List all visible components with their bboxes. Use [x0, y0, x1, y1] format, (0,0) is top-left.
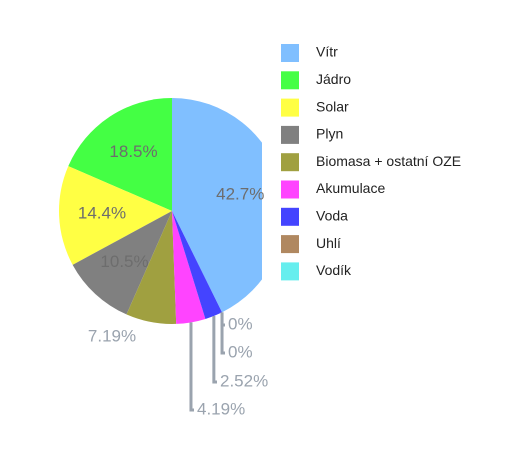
data-label: 4.19%: [197, 399, 245, 418]
pie-slice: [68, 98, 172, 211]
legend-swatch: [281, 207, 299, 226]
legend-swatch: [281, 98, 299, 117]
pie-slice: [172, 98, 262, 313]
data-label: 14.4%: [78, 204, 126, 223]
legend-label: Solar: [316, 98, 349, 114]
legend-swatch: [281, 71, 299, 90]
pie-slice: [58, 166, 172, 265]
leader-line: [212, 315, 217, 384]
legend-label: Vodík: [316, 262, 352, 278]
legend-label: Jádro: [316, 71, 351, 87]
data-label: 18.5%: [109, 142, 157, 161]
pie-slice: [72, 211, 172, 315]
legend-label: Plyn: [316, 126, 343, 142]
legend-swatch: [281, 125, 299, 144]
leader-line: [189, 322, 194, 412]
data-label: 10.5%: [100, 252, 148, 271]
data-label: 42.7%: [216, 185, 264, 204]
legend-swatch: [281, 44, 299, 62]
pie-slice: [172, 211, 206, 324]
legend-label: Akumulace: [316, 180, 385, 196]
legend: Vítr Jádro Solar Plyn Biomasa + ostatní OZE A…: [281, 44, 461, 281]
pie: [58, 98, 262, 324]
data-label: 0%: [228, 314, 253, 333]
legend-swatch: [281, 153, 299, 172]
pie-slice: [126, 211, 177, 324]
legend-label: Voda: [316, 208, 348, 224]
legend-swatch: [281, 180, 299, 199]
data-label: 7.19%: [88, 326, 136, 345]
pie-slice: [172, 211, 223, 319]
leader-line: [220, 312, 225, 327]
legend-swatch: [281, 235, 299, 254]
labels: 42.7% 18.5% 14.4% 10.5% 7.19% 4.19% 2.52% 0% 0%: [78, 142, 268, 419]
legend-swatch: [281, 262, 299, 281]
data-label: 0%: [228, 342, 253, 361]
legend-label: Uhlí: [316, 235, 341, 251]
legend-label: Vítr: [316, 44, 338, 60]
data-label: 2.52%: [220, 371, 268, 390]
legend-label: Biomasa + ostatní OZE: [316, 153, 461, 169]
